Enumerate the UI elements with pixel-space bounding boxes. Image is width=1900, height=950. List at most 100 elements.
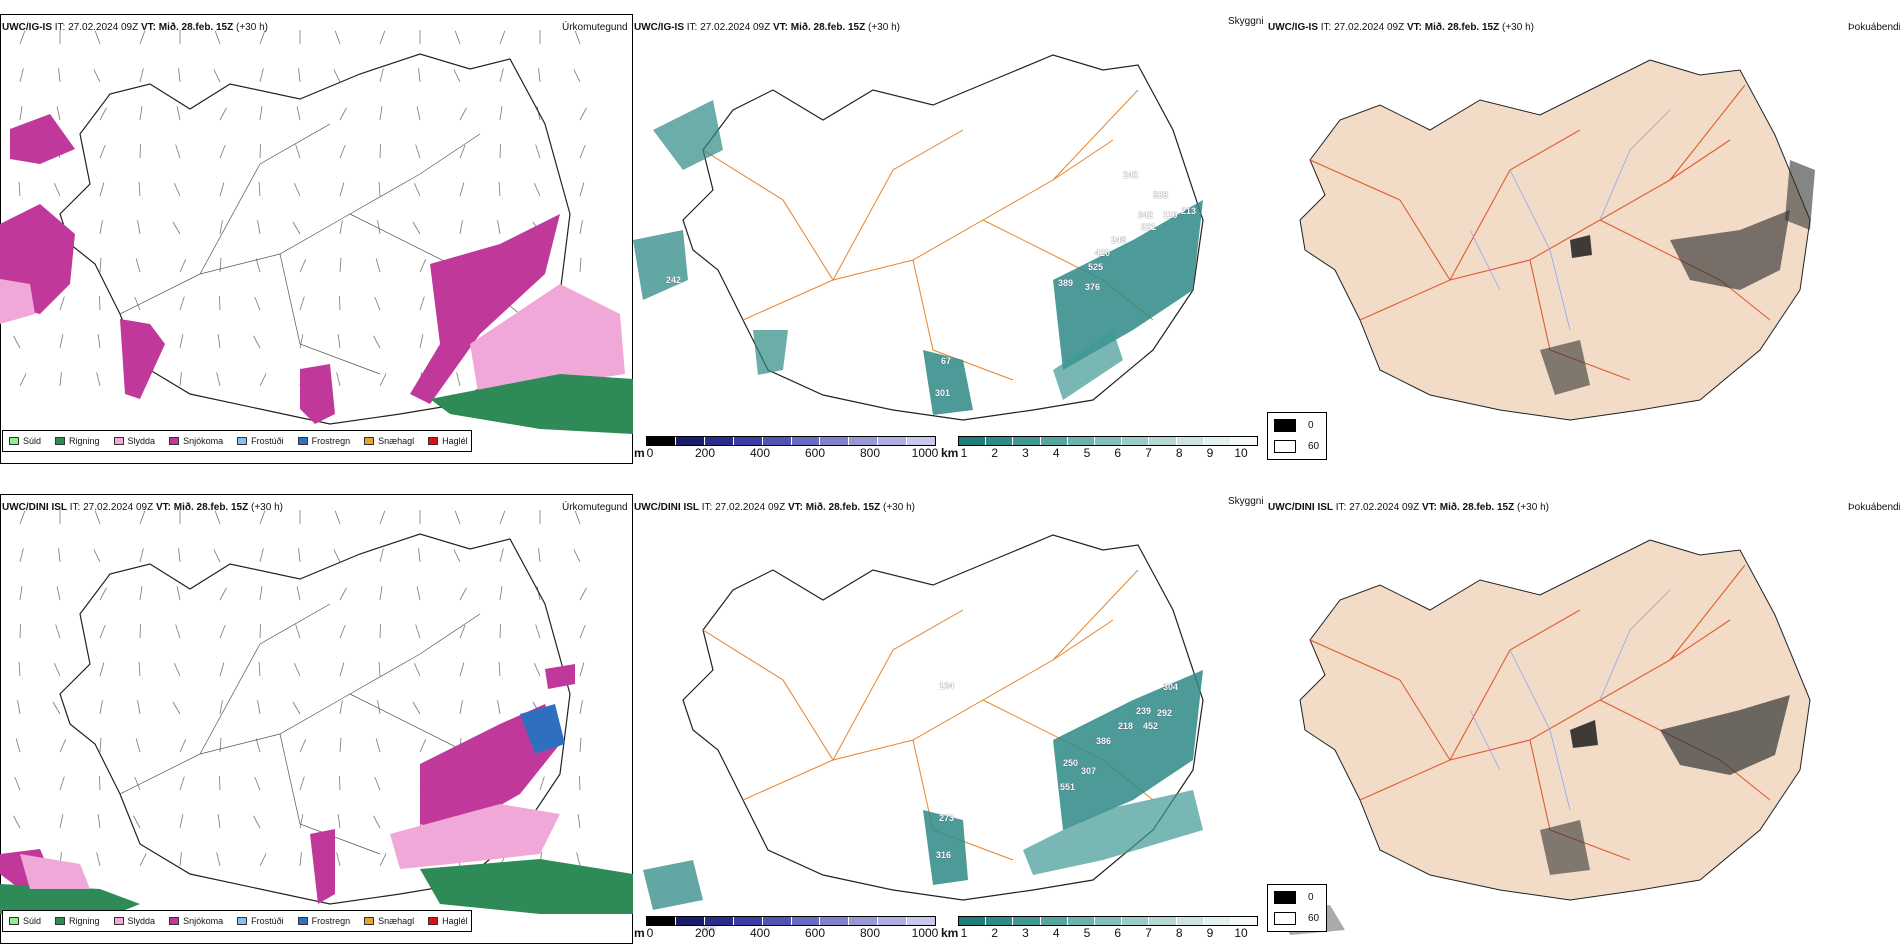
panel-header-visibility-row2: UWC/DINI ISL IT: 27.02.2024 09Z VT: Mið.… — [634, 502, 915, 514]
wind-barb — [574, 30, 581, 45]
wind-barb — [538, 548, 541, 563]
vis-south — [923, 350, 973, 415]
tick-label: 800 — [859, 446, 881, 460]
it-value: 27.02.2024 09Z — [700, 22, 771, 33]
wind-barb — [173, 183, 181, 197]
wind-barb — [219, 624, 226, 639]
colorbar-bin — [1013, 437, 1041, 445]
legend-label: Rigning — [69, 916, 100, 926]
wind-barb — [459, 182, 465, 197]
colorbar-bin — [1230, 437, 1258, 445]
legend-label: Súld — [23, 916, 42, 926]
colorbar-bin — [1040, 917, 1068, 925]
tick-label: 6 — [1114, 446, 1122, 460]
wind-barb — [99, 587, 107, 601]
colorbar-bin — [1176, 437, 1204, 445]
wind-barb — [337, 814, 341, 829]
vis-southwest — [643, 860, 703, 910]
lead-time: (+30 h) — [868, 22, 900, 33]
cloud-base-label: 452 — [1143, 721, 1159, 731]
legend-swatch — [428, 437, 439, 445]
wind-barb — [459, 220, 463, 235]
wind-barb — [339, 220, 343, 235]
it-label: IT: — [54, 22, 66, 33]
wind-barb — [217, 814, 221, 829]
wind-barb — [295, 624, 301, 639]
wind-barb — [258, 662, 261, 677]
colorbar-bin — [791, 917, 821, 925]
it-label: IT: — [1320, 22, 1332, 33]
colorbar-bin — [878, 917, 908, 925]
wind-barb — [179, 814, 184, 829]
wind-barb — [214, 510, 221, 525]
cloud-base-label: 239 — [1136, 706, 1152, 716]
tick-label: 1000 — [911, 446, 939, 460]
wind-barb — [416, 106, 421, 121]
colorbar-bin — [675, 917, 705, 925]
roads — [119, 603, 521, 855]
sleet-west — [0, 279, 35, 324]
wind-barb — [19, 68, 24, 83]
wind-barb — [99, 144, 106, 159]
wind-barb — [339, 587, 347, 601]
map-frame — [0, 494, 633, 944]
wind-barb — [255, 738, 261, 753]
legend-swatch — [113, 437, 124, 445]
wind-barb — [94, 30, 101, 45]
fog-shading-center — [1570, 720, 1598, 748]
fog-legend-row: 0 — [1274, 419, 1314, 432]
wind-barb — [299, 776, 305, 791]
wind-barb — [254, 776, 261, 791]
cloud-base-label: 213 — [1181, 206, 1197, 216]
cloud-base-label: 316 — [936, 850, 952, 860]
vis-west — [633, 230, 688, 300]
it-value: 27.02.2024 09Z — [68, 22, 139, 33]
fog-legend-swatch — [1274, 891, 1296, 904]
panel-title-visibility: Skyggni — [1228, 16, 1264, 27]
wind-barb — [377, 700, 381, 715]
wind-barb — [173, 663, 181, 677]
wind-barb — [579, 258, 582, 273]
colorbar-bin — [791, 437, 821, 445]
wind-barb — [334, 510, 341, 525]
wind-barb — [59, 776, 65, 791]
tick-label: 3 — [1022, 926, 1029, 940]
wind-barb — [216, 372, 221, 387]
wind-barb — [295, 144, 301, 159]
colorbar-bin — [762, 917, 792, 925]
fog-legend-swatch — [1274, 440, 1296, 453]
wind-barb — [219, 662, 225, 677]
wind-barb — [533, 663, 541, 677]
wind-barb — [579, 587, 587, 601]
wind-barb — [19, 586, 23, 601]
wind-barb — [59, 739, 67, 753]
wind-barb — [17, 700, 21, 715]
legend-label: Slydda — [127, 436, 156, 446]
cloud-base-label: 301 — [935, 388, 951, 398]
wind-barb — [259, 586, 263, 601]
cloud-base-label: 250 — [1063, 758, 1079, 768]
fog-legend-label: 0 — [1308, 420, 1314, 431]
legend-item-rigning: Rigning — [55, 916, 100, 926]
wind-barb — [259, 68, 264, 83]
wind-barb — [333, 549, 341, 563]
legend-swatch — [364, 917, 375, 925]
wind-barb — [379, 510, 386, 525]
wind-barb — [219, 220, 223, 235]
cloud-base-colorbar — [646, 916, 936, 926]
cloud-base-label: 389 — [1058, 278, 1074, 288]
wind-barb — [579, 182, 585, 197]
wind-barb — [135, 738, 141, 753]
wind-barb — [499, 510, 506, 525]
visibility-panel-row2: 304 239 292 452 218 386 250 307 551 134 … — [633, 510, 1253, 950]
colorbar-bin — [675, 437, 705, 445]
wind-barb — [178, 68, 181, 83]
wind-barb — [53, 663, 61, 677]
model-name: UWC/DINI ISL — [634, 502, 699, 513]
wind-barb — [19, 510, 26, 525]
snow-south-west — [120, 319, 165, 399]
wind-barb — [339, 144, 346, 159]
wind-barb — [59, 372, 62, 387]
wind-barb — [336, 372, 341, 387]
wind-barb — [19, 373, 27, 387]
